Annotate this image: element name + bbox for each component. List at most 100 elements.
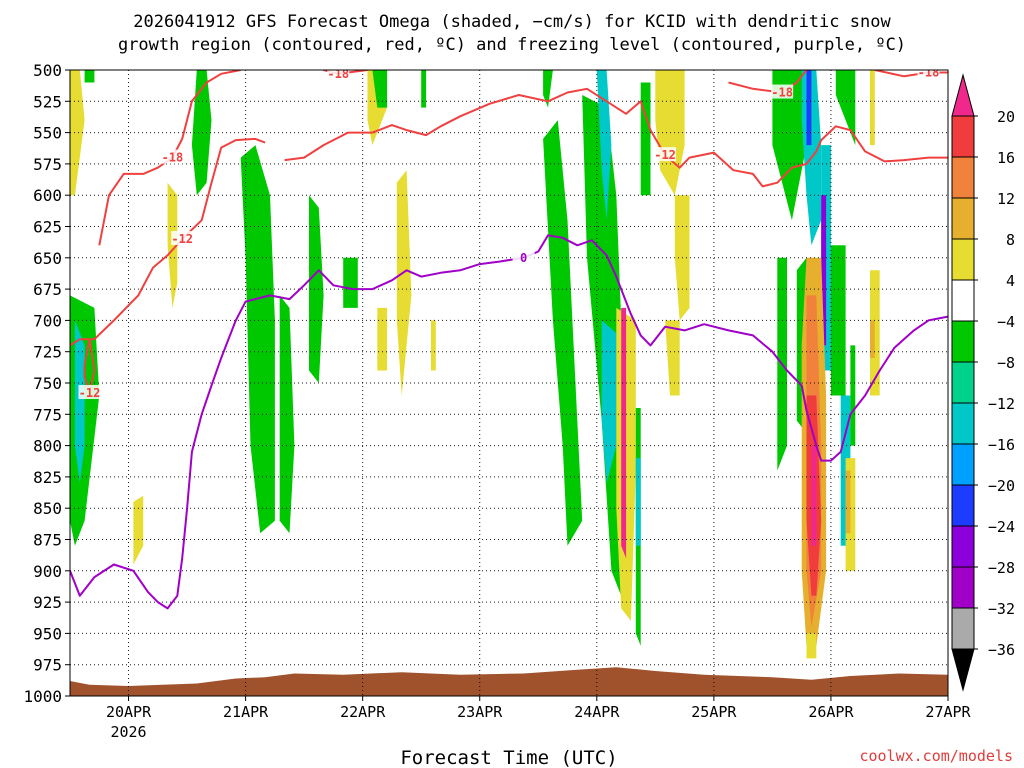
omega-region	[870, 70, 875, 146]
colorbar-bottom-triangle	[951, 648, 975, 692]
y-tick-label: 900	[33, 562, 62, 581]
x-tick-label: 20APR	[106, 703, 152, 721]
y-tick-label: 850	[33, 499, 62, 518]
colorbar-label: −8	[997, 354, 1015, 372]
contour-label-bg	[171, 231, 194, 246]
omega-region	[811, 445, 817, 546]
colorbar-swatch	[951, 197, 975, 240]
dgz-isotherm-label: -12	[79, 386, 101, 400]
y-tick-label: 950	[33, 624, 62, 643]
x-tick-label: 22APR	[340, 703, 386, 721]
colorbar-label: −12	[988, 395, 1015, 413]
y-tick-label: 575	[33, 155, 62, 174]
y-tick-label: 550	[33, 124, 62, 143]
y-tick-label: 700	[33, 311, 62, 330]
contour-label-bg	[161, 149, 184, 164]
colorbar-swatch	[951, 525, 975, 568]
omega-region	[343, 257, 358, 308]
omega-region	[70, 70, 85, 196]
x-tick-sublabel: 2026	[110, 723, 146, 741]
colorbar-label: −16	[988, 436, 1015, 454]
contour-label-bg	[78, 385, 101, 400]
credit-link[interactable]: coolwx.com/models	[859, 747, 1013, 765]
x-tick-label: 25APR	[691, 703, 737, 721]
contour-label-bg	[917, 70, 940, 79]
y-tick-label: 750	[33, 374, 62, 393]
omega-shading	[70, 70, 880, 659]
omega-region	[665, 320, 680, 396]
y-tick-label: 500	[33, 61, 62, 80]
omega-region	[870, 270, 880, 396]
colorbar-swatch	[951, 361, 975, 404]
omega-region	[84, 70, 95, 83]
y-tick-label: 675	[33, 280, 62, 299]
omega-region	[635, 458, 641, 546]
omega-region	[850, 345, 856, 446]
y-tick-label: 825	[33, 468, 62, 487]
omega-region	[835, 70, 856, 146]
colorbar-label: 16	[997, 149, 1015, 167]
omega-region	[167, 182, 178, 308]
colorbar-label: 20	[997, 108, 1015, 126]
x-tick-label: 23APR	[457, 703, 503, 721]
dgz-isotherm	[70, 137, 266, 347]
contour-label-bg	[771, 84, 794, 99]
y-tick-label: 775	[33, 405, 62, 424]
omega-region	[74, 320, 85, 484]
colorbar-swatch	[951, 238, 975, 281]
dgz-isotherm-label: -12	[654, 148, 676, 162]
colorbar-label: −32	[988, 600, 1015, 618]
omega-region	[543, 120, 583, 546]
y-tick-label: 800	[33, 437, 62, 456]
omega-region	[372, 70, 388, 108]
x-axis-title: Forecast Time (UTC)	[400, 747, 617, 768]
contour-label-bg	[654, 147, 677, 162]
colorbar-swatch	[951, 607, 975, 650]
colorbar-label: 4	[1006, 272, 1015, 290]
omega-region	[806, 70, 812, 146]
y-tick-label: 975	[33, 656, 62, 675]
dgz-isotherm-label: -18	[771, 86, 793, 100]
x-tick-label: 26APR	[808, 703, 854, 721]
omega-region	[845, 470, 851, 534]
terrain-area	[70, 667, 948, 696]
colorbar-swatch	[951, 156, 975, 199]
colorbar-swatch	[951, 320, 975, 363]
omega-region	[640, 82, 651, 196]
y-tick-label: 725	[33, 343, 62, 362]
colorbar-swatch	[951, 279, 975, 322]
colorbar-label: −36	[988, 641, 1015, 659]
y-tick-label: 525	[33, 92, 62, 111]
contour-lines: -18 -18 -12 -12 -12 -18 -18 0	[70, 66, 948, 610]
colorbar-label: −24	[988, 518, 1015, 536]
omega-region	[596, 70, 612, 221]
colorbar-label: −28	[988, 559, 1015, 577]
omega-region	[396, 170, 412, 396]
omega-region	[240, 145, 275, 534]
y-tick-label: 650	[33, 249, 62, 268]
omega-region	[621, 307, 627, 559]
colorbar-swatch	[951, 402, 975, 445]
omega-region	[806, 633, 817, 659]
y-axis: 500 525 550 575 600 625 650 675 700 725 750 775 800 8…	[23, 61, 70, 706]
omega-region	[309, 195, 324, 383]
y-tick-label: 875	[33, 531, 62, 550]
y-tick-label: 600	[33, 186, 62, 205]
colorbar-label: −4	[997, 313, 1015, 331]
omega-region	[421, 70, 427, 108]
dgz-isotherm-label: -18	[918, 66, 940, 80]
colorbar-swatch	[951, 484, 975, 527]
colorbar-label: −20	[988, 477, 1015, 495]
chart-title-line2: growth region (contoured, red, ºC) and f…	[118, 35, 906, 55]
x-tick-label: 21APR	[223, 703, 269, 721]
dgz-isotherm-label: -12	[171, 232, 193, 246]
colorbar-swatch	[951, 443, 975, 486]
colorbar-label: 12	[997, 190, 1015, 208]
dgz-isotherm-label: -18	[327, 67, 349, 81]
omega-region	[601, 320, 617, 484]
terrain-layer	[70, 667, 948, 696]
omega-region	[870, 320, 875, 358]
x-tick-label: 24APR	[574, 703, 620, 721]
